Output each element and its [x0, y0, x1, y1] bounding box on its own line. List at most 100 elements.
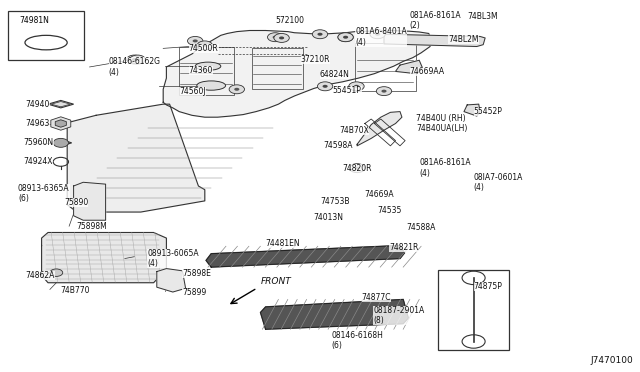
Circle shape: [375, 33, 380, 36]
Text: 74940: 74940: [26, 100, 50, 109]
Text: 74588A: 74588A: [406, 223, 436, 232]
Circle shape: [193, 39, 198, 42]
Text: 75890: 75890: [64, 198, 88, 207]
Circle shape: [355, 167, 360, 170]
Text: 75899: 75899: [182, 288, 207, 296]
Text: 74B40U (RH)
74B40UA(LH): 74B40U (RH) 74B40UA(LH): [416, 114, 467, 133]
Text: 081A6-8401A
(4): 081A6-8401A (4): [355, 28, 407, 47]
Text: 74360: 74360: [189, 66, 213, 75]
Circle shape: [317, 82, 333, 91]
Circle shape: [188, 36, 203, 45]
Polygon shape: [74, 182, 106, 220]
Text: 74820R: 74820R: [342, 164, 372, 173]
Text: 08913-6065A
(4): 08913-6065A (4): [147, 249, 199, 268]
Circle shape: [370, 30, 385, 39]
Text: 74669A: 74669A: [365, 190, 394, 199]
Circle shape: [202, 44, 207, 47]
Polygon shape: [260, 299, 408, 329]
Text: 572100: 572100: [275, 16, 304, 25]
Text: 75898E: 75898E: [182, 269, 211, 278]
Polygon shape: [55, 120, 67, 127]
Polygon shape: [357, 112, 402, 146]
Circle shape: [53, 138, 68, 147]
Circle shape: [343, 36, 348, 39]
Circle shape: [229, 85, 244, 94]
Text: 75898M: 75898M: [77, 222, 108, 231]
Circle shape: [376, 87, 392, 96]
Text: 74481EN: 74481EN: [266, 239, 300, 248]
Circle shape: [234, 88, 239, 91]
Text: 74535: 74535: [378, 206, 402, 215]
Text: 74B70X: 74B70X: [339, 126, 369, 135]
Text: 64824N: 64824N: [320, 70, 350, 79]
Text: 74877C: 74877C: [362, 293, 391, 302]
Text: 08187-2901A
(8): 08187-2901A (8): [373, 306, 424, 325]
Text: 081A6-8161A
(2): 081A6-8161A (2): [410, 11, 461, 30]
Bar: [179, 46, 234, 95]
Text: 74753B: 74753B: [320, 197, 349, 206]
Bar: [252, 48, 303, 89]
Polygon shape: [157, 269, 186, 292]
Text: 74821R: 74821R: [389, 243, 419, 252]
Text: 74862A: 74862A: [26, 271, 55, 280]
Circle shape: [349, 164, 365, 173]
Circle shape: [381, 90, 387, 93]
Text: 081A6-8161A
(4): 081A6-8161A (4): [419, 158, 471, 178]
Polygon shape: [67, 104, 205, 212]
Text: 74963: 74963: [26, 119, 50, 128]
Text: 74B770: 74B770: [61, 286, 90, 295]
Polygon shape: [42, 232, 166, 283]
Circle shape: [274, 33, 289, 42]
Circle shape: [50, 269, 63, 276]
Polygon shape: [396, 60, 422, 74]
Polygon shape: [50, 140, 72, 146]
Bar: [8, 11, 84, 60]
Polygon shape: [464, 104, 480, 116]
Text: 74598A: 74598A: [323, 141, 353, 150]
Text: 74669AA: 74669AA: [410, 67, 445, 76]
Text: 74013N: 74013N: [314, 213, 344, 222]
Text: J7470100: J7470100: [591, 356, 634, 365]
Polygon shape: [384, 34, 485, 46]
Text: 08146-6162G
(4): 08146-6162G (4): [109, 57, 161, 77]
Circle shape: [197, 41, 212, 50]
Text: 08146-6168H
(6): 08146-6168H (6): [332, 331, 383, 350]
Text: FRONT: FRONT: [261, 278, 292, 286]
Circle shape: [354, 85, 359, 88]
Bar: [355, 43, 416, 91]
Text: 37210R: 37210R: [301, 55, 330, 64]
Circle shape: [323, 85, 328, 88]
Circle shape: [273, 36, 278, 39]
Polygon shape: [48, 100, 74, 108]
Text: 55451P: 55451P: [333, 86, 362, 94]
Circle shape: [127, 55, 142, 64]
Circle shape: [343, 36, 348, 39]
Ellipse shape: [195, 62, 221, 70]
Text: 08913-6365A
(6): 08913-6365A (6): [18, 184, 70, 203]
Text: 74500R: 74500R: [189, 44, 218, 53]
Text: 55452P: 55452P: [474, 107, 502, 116]
Text: 75960N: 75960N: [24, 138, 54, 147]
Circle shape: [349, 82, 364, 91]
Text: 08IA7-0601A
(4): 08IA7-0601A (4): [474, 173, 523, 192]
Circle shape: [312, 30, 328, 39]
Circle shape: [268, 33, 283, 42]
Circle shape: [317, 33, 323, 36]
Ellipse shape: [197, 81, 226, 90]
Text: 74560J: 74560J: [179, 87, 206, 96]
Text: 74BL2M: 74BL2M: [448, 35, 479, 44]
Text: 74875P: 74875P: [474, 282, 502, 291]
Text: 74981N: 74981N: [19, 16, 49, 25]
Text: 74981N: 74981N: [19, 16, 49, 25]
Polygon shape: [206, 246, 404, 267]
Polygon shape: [51, 117, 71, 130]
Circle shape: [338, 33, 353, 42]
Bar: [438, 270, 509, 350]
Circle shape: [132, 58, 137, 61]
Circle shape: [279, 36, 284, 39]
Text: 74BL3M: 74BL3M: [467, 12, 498, 21]
Polygon shape: [163, 31, 430, 117]
Circle shape: [135, 58, 140, 61]
Circle shape: [130, 55, 145, 64]
Text: 74924X: 74924X: [24, 157, 53, 166]
